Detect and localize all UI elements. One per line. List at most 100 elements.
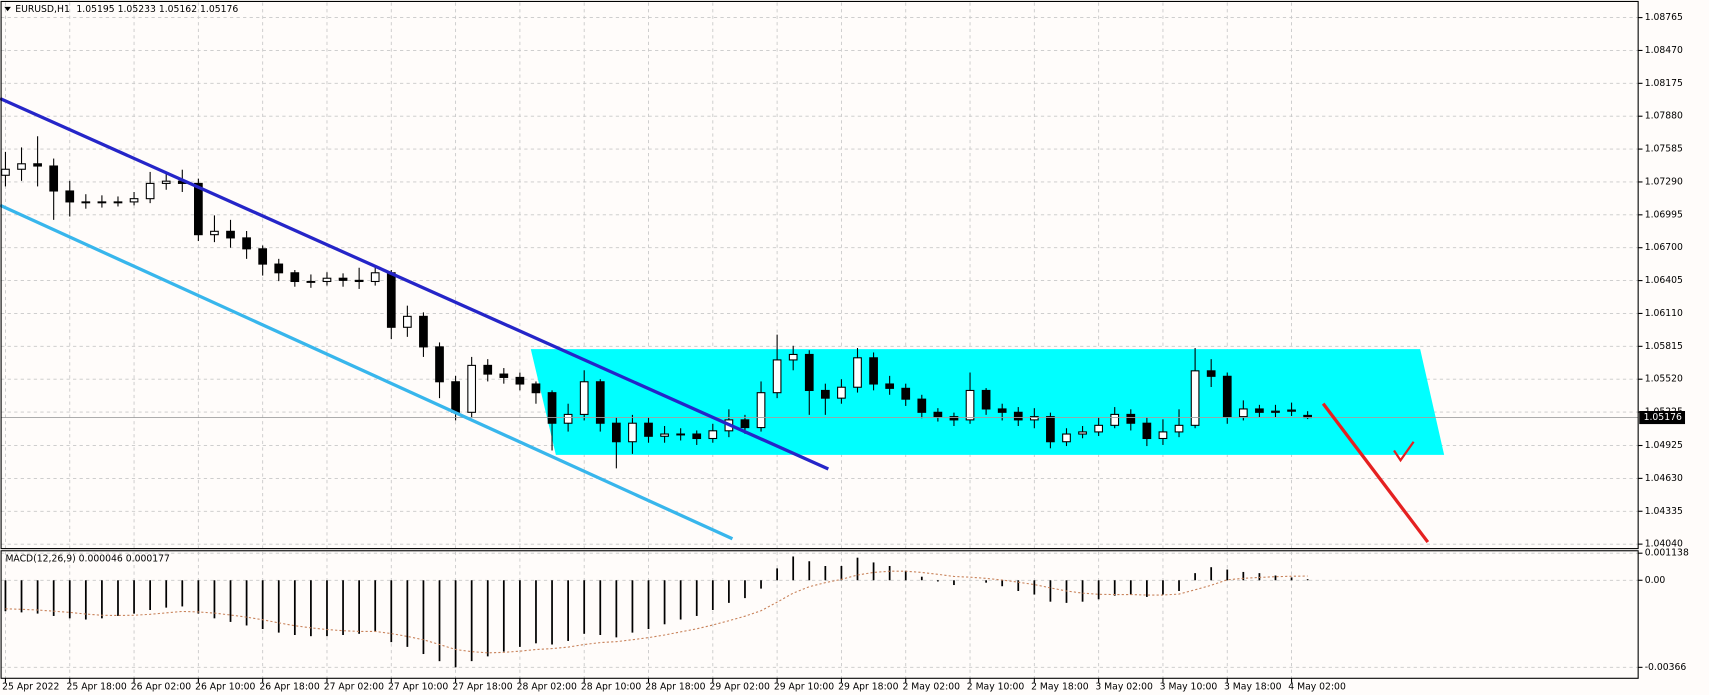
channel-lower-line bbox=[0, 203, 734, 541]
candle-body bbox=[644, 422, 653, 437]
header-open: 1.05195 bbox=[76, 4, 114, 15]
candle-body bbox=[65, 190, 75, 203]
candle-body bbox=[194, 182, 203, 236]
candle-body bbox=[467, 364, 477, 413]
candle-body bbox=[258, 248, 268, 265]
x-tick-label: 25 Apr 18:00 bbox=[66, 682, 126, 693]
y-tick-label: 1.08470 bbox=[1645, 45, 1683, 56]
candle-body bbox=[740, 419, 750, 429]
x-tick-label: 29 Apr 18:00 bbox=[838, 682, 898, 693]
candle-body bbox=[402, 315, 412, 328]
candle-body bbox=[1078, 431, 1087, 435]
candle-body bbox=[804, 353, 814, 392]
x-tick-label: 27 Apr 02:00 bbox=[324, 682, 384, 693]
candle-body bbox=[692, 433, 702, 440]
candle-body bbox=[322, 277, 332, 283]
y-tick-label: 1.04335 bbox=[1645, 506, 1683, 517]
y-tick-label: 1.04925 bbox=[1645, 440, 1683, 451]
candle-body bbox=[451, 381, 460, 413]
candle-body bbox=[756, 392, 766, 429]
candle-body bbox=[772, 359, 782, 394]
candle-body bbox=[435, 346, 444, 383]
candle-body bbox=[17, 163, 26, 170]
forecast-line bbox=[1321, 402, 1430, 544]
y-tick-label: 1.07880 bbox=[1645, 111, 1683, 122]
y-tick-label: 0.00 bbox=[1645, 575, 1666, 586]
candle-body bbox=[949, 416, 959, 421]
price-panel-frame bbox=[0, 0, 1639, 550]
candle-body bbox=[33, 163, 42, 167]
y-tick-label: 1.04040 bbox=[1645, 539, 1683, 550]
candle-body bbox=[274, 263, 284, 274]
candle-body bbox=[1062, 433, 1071, 443]
x-tick-label: 25 Apr 2022 bbox=[2, 682, 59, 693]
macd-title: MACD(12,26,9) bbox=[5, 553, 75, 564]
candle-body bbox=[676, 433, 686, 436]
candle-body bbox=[49, 165, 59, 192]
x-tick-label: 26 Apr 02:00 bbox=[131, 682, 191, 693]
x-tick-label: 28 Apr 18:00 bbox=[645, 682, 705, 693]
y-tick-label: 1.05520 bbox=[1645, 374, 1683, 385]
signal-value: 0.000177 bbox=[126, 553, 170, 564]
x-tick-label: 2 May 02:00 bbox=[902, 682, 960, 693]
candle-body bbox=[1013, 411, 1023, 421]
x-tick-label: 29 Apr 10:00 bbox=[774, 682, 834, 693]
candle-body bbox=[901, 387, 911, 400]
x-tick-label: 28 Apr 02:00 bbox=[517, 682, 577, 693]
y-tick-label: 1.08765 bbox=[1645, 12, 1683, 23]
candle-body bbox=[1158, 431, 1168, 440]
candle-body bbox=[788, 353, 798, 361]
candle-body bbox=[1238, 408, 1248, 418]
x-tick-label: 26 Apr 10:00 bbox=[195, 682, 255, 693]
candle-body bbox=[1, 168, 10, 176]
header-high: 1.05233 bbox=[118, 4, 156, 15]
macd-value: 0.000046 bbox=[79, 553, 123, 564]
x-tick-label: 2 May 18:00 bbox=[1031, 682, 1089, 693]
macd-panel-frame bbox=[0, 550, 1639, 679]
candle-body bbox=[547, 392, 557, 424]
candle-body bbox=[1029, 416, 1039, 421]
candle-body bbox=[306, 280, 316, 283]
x-tick-label: 3 May 02:00 bbox=[1095, 682, 1153, 693]
macd-header: MACD(12,26,9) 0.000046 0.000177 bbox=[5, 553, 170, 564]
candle-body bbox=[210, 230, 219, 236]
y-tick-label: 1.04630 bbox=[1645, 473, 1683, 484]
candle-body bbox=[419, 315, 428, 348]
candle-body bbox=[97, 201, 107, 204]
candle-body bbox=[611, 422, 621, 443]
channel-upper-line bbox=[0, 96, 830, 471]
y-tick-label: 1.08175 bbox=[1645, 78, 1683, 89]
x-tick-label: 26 Apr 18:00 bbox=[259, 682, 319, 693]
candle-body bbox=[370, 272, 380, 283]
x-tick-label: 3 May 18:00 bbox=[1224, 682, 1282, 693]
y-tick-label: 1.06405 bbox=[1645, 275, 1683, 286]
candle-body bbox=[628, 422, 637, 443]
candle-body bbox=[338, 277, 348, 281]
candle-body bbox=[1222, 375, 1232, 418]
y-tick-label: 1.06700 bbox=[1645, 242, 1683, 253]
candle-body bbox=[386, 272, 396, 328]
y-tick-label: 1.06110 bbox=[1645, 308, 1683, 319]
menu-triangle bbox=[4, 6, 11, 12]
x-tick-label: 27 Apr 10:00 bbox=[388, 682, 448, 693]
y-tick-label: 1.07290 bbox=[1645, 176, 1683, 187]
candle-body bbox=[1142, 422, 1152, 440]
candle-body bbox=[1255, 408, 1264, 413]
candle-body bbox=[113, 201, 123, 204]
x-tick-label: 27 Apr 18:00 bbox=[452, 682, 512, 693]
candle-body bbox=[885, 383, 895, 389]
candle-body bbox=[981, 389, 991, 410]
candle-body bbox=[1271, 410, 1280, 413]
y-tick-label: 1.06995 bbox=[1645, 209, 1683, 220]
candle-body bbox=[129, 198, 139, 203]
x-tick-label: 3 May 10:00 bbox=[1160, 682, 1218, 693]
candle-body bbox=[820, 389, 830, 399]
candle-body bbox=[1174, 424, 1184, 433]
check-mark bbox=[1393, 441, 1415, 463]
candle-body bbox=[499, 373, 509, 378]
candle-body bbox=[226, 230, 235, 239]
x-tick-label: 4 May 02:00 bbox=[1288, 682, 1346, 693]
current-price-box bbox=[1639, 410, 1686, 425]
candle-body bbox=[290, 272, 300, 283]
